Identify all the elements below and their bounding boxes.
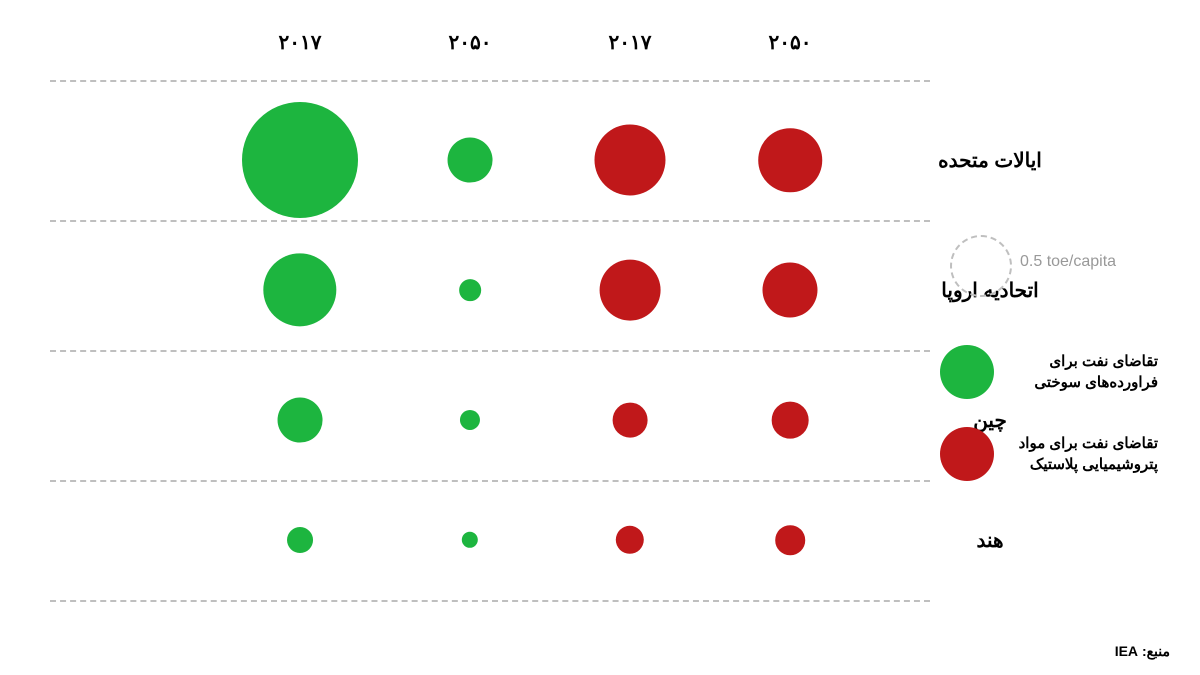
col-header-3: ۲۰۵۰ [710,30,870,55]
source-value: IEA [1115,643,1138,659]
legend-item-fuel: تقاضای نفت برای فراورده‌های سوختی [940,345,1170,399]
bubble [448,138,493,183]
bubble [762,262,817,317]
chart-viewport: ۲۰۱۷ ۲۰۵۰ ۲۰۱۷ ۲۰۵۰ ایالات متحده اتحادیه… [0,0,1200,675]
row-label-3: هند [920,528,1060,553]
bubble [758,128,822,192]
legend-scale-circle [950,235,1012,297]
bubble [594,124,665,195]
bubble [600,260,661,321]
legend-text-fuel: تقاضای نفت برای فراورده‌های سوختی [1008,351,1158,393]
legend-swatch-petro [940,427,994,481]
row-label-0: ایالات متحده [920,148,1060,173]
legend-text-petro: تقاضای نفت برای مواد پتروشیمیایی پلاستیک [1008,433,1158,475]
col-header-2: ۲۰۱۷ [550,30,710,55]
bubble [772,402,809,439]
bubble [462,532,478,548]
divider [50,220,930,222]
bubble [613,403,648,438]
legend-item-petro: تقاضای نفت برای مواد پتروشیمیایی پلاستیک [940,427,1170,481]
col-header-0: ۲۰۱۷ [220,30,380,55]
source-prefix: منبع: [1142,643,1170,659]
legend-scale: 0.5 toe/capita [940,225,1170,305]
legend-scale-label: 0.5 toe/capita [1020,253,1116,271]
bubble [775,525,805,555]
col-header-1: ۲۰۵۰ [390,30,550,55]
source-line: منبع: IEA [1115,643,1170,660]
bubble [460,410,480,430]
divider [50,80,930,82]
chart-area: ۲۰۱۷ ۲۰۵۰ ۲۰۱۷ ۲۰۵۰ ایالات متحده اتحادیه… [50,30,930,630]
bubble [242,102,358,218]
bubble [287,527,313,553]
divider [50,350,930,352]
divider [50,600,930,602]
legend: 0.5 toe/capita تقاضای نفت برای فراورده‌ه… [940,225,1170,509]
bubble [459,279,481,301]
bubble [616,526,644,554]
bubble [278,398,323,443]
divider [50,480,930,482]
bubble [263,253,336,326]
legend-swatch-fuel [940,345,994,399]
